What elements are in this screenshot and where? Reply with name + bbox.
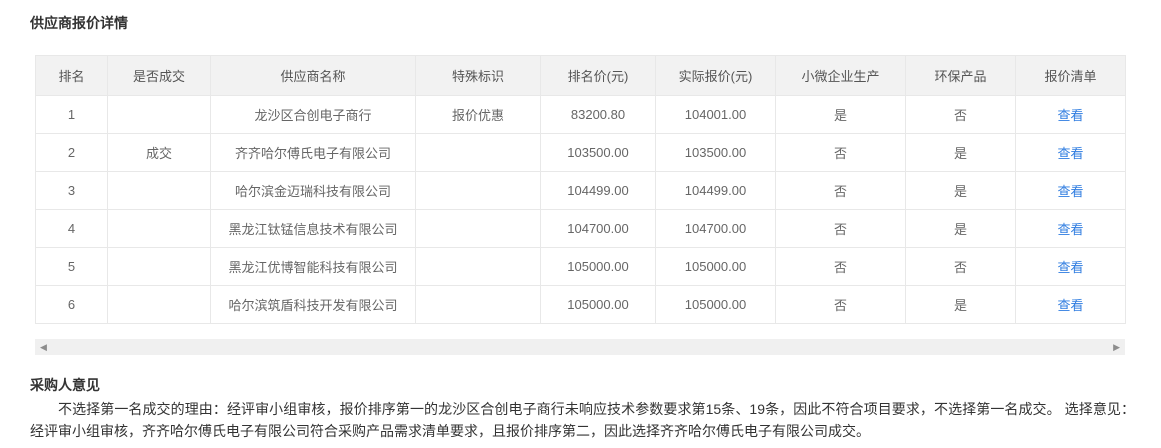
cell-eco: 是 [905,209,1016,248]
cell-deal [107,247,211,286]
view-quote-link[interactable]: 查看 [1057,146,1084,161]
cell-special [415,171,541,210]
view-quote-link[interactable]: 查看 [1057,108,1084,123]
cell-supplier: 哈尔滨金迈瑞科技有限公司 [210,171,416,210]
view-quote-link[interactable]: 查看 [1057,222,1084,237]
cell-actual-price: 105000.00 [655,285,776,324]
cell-rank-price: 104700.00 [540,209,656,248]
cell-eco: 是 [905,133,1016,172]
cell-supplier: 哈尔滨筑盾科技开发有限公司 [210,285,416,324]
cell-eco: 是 [905,171,1016,210]
table-row: 3 哈尔滨金迈瑞科技有限公司 104499.00 104499.00 否 是 查… [35,171,1126,210]
cell-rank: 2 [35,133,108,172]
column-header-rank: 排名 [35,55,108,96]
horizontal-scrollbar[interactable]: ◀ ▶ [35,339,1125,355]
cell-deal [107,171,211,210]
table-row: 6 哈尔滨筑盾科技开发有限公司 105000.00 105000.00 否 是 … [35,285,1126,324]
cell-deal [107,285,211,324]
opinion-section-title: 采购人意见 [30,377,100,393]
cell-special [415,209,541,248]
scroll-left-icon[interactable]: ◀ [40,342,47,352]
cell-deal [107,95,211,134]
cell-supplier: 龙沙区合创电子商行 [210,95,416,134]
cell-eco: 否 [905,95,1016,134]
view-quote-link[interactable]: 查看 [1057,184,1084,199]
cell-supplier: 齐齐哈尔傅氏电子有限公司 [210,133,416,172]
cell-supplier: 黑龙江优博智能科技有限公司 [210,247,416,286]
cell-view: 查看 [1015,171,1126,210]
cell-view: 查看 [1015,95,1126,134]
column-header-supplier: 供应商名称 [210,55,416,96]
column-header-actual-price: 实际报价(元) [655,55,776,96]
cell-small-micro: 否 [775,171,906,210]
column-header-small-micro: 小微企业生产 [775,55,906,96]
cell-view: 查看 [1015,285,1126,324]
cell-actual-price: 103500.00 [655,133,776,172]
cell-rank: 6 [35,285,108,324]
view-quote-link[interactable]: 查看 [1057,260,1084,275]
cell-eco: 是 [905,285,1016,324]
cell-actual-price: 104499.00 [655,171,776,210]
cell-small-micro: 是 [775,95,906,134]
cell-actual-price: 105000.00 [655,247,776,286]
cell-small-micro: 否 [775,133,906,172]
table-row: 4 黑龙江钛锰信息技术有限公司 104700.00 104700.00 否 是 … [35,209,1126,248]
cell-actual-price: 104001.00 [655,95,776,134]
cell-rank: 1 [35,95,108,134]
table-row: 1 龙沙区合创电子商行 报价优惠 83200.80 104001.00 是 否 … [35,95,1126,134]
column-header-rank-price: 排名价(元) [540,55,656,96]
quotes-section-title: 供应商报价详情 [30,15,128,31]
cell-rank: 4 [35,209,108,248]
table-header-row: 排名 是否成交 供应商名称 特殊标识 排名价(元) 实际报价(元) 小微企业生产… [35,55,1126,96]
cell-rank: 3 [35,171,108,210]
cell-view: 查看 [1015,133,1126,172]
column-header-deal: 是否成交 [107,55,211,96]
supplier-quote-table: 排名 是否成交 供应商名称 特殊标识 排名价(元) 实际报价(元) 小微企业生产… [35,55,1126,324]
column-header-special: 特殊标识 [415,55,541,96]
cell-special [415,247,541,286]
cell-rank: 5 [35,247,108,286]
cell-small-micro: 否 [775,209,906,248]
cell-small-micro: 否 [775,285,906,324]
cell-special [415,133,541,172]
cell-rank-price: 104499.00 [540,171,656,210]
cell-rank-price: 103500.00 [540,133,656,172]
supplier-quote-table-container: 排名 是否成交 供应商名称 特殊标识 排名价(元) 实际报价(元) 小微企业生产… [35,55,1126,324]
cell-special: 报价优惠 [415,95,541,134]
cell-small-micro: 否 [775,247,906,286]
cell-rank-price: 105000.00 [540,247,656,286]
purchaser-opinion-text: 不选择第一名成交的理由：经评审小组审核，报价排序第一的龙沙区合创电子商行未响应技… [30,401,1135,439]
cell-eco: 否 [905,247,1016,286]
cell-deal [107,209,211,248]
table-row: 2 成交 齐齐哈尔傅氏电子有限公司 103500.00 103500.00 否 … [35,133,1126,172]
column-header-view: 报价清单 [1015,55,1126,96]
cell-actual-price: 104700.00 [655,209,776,248]
cell-supplier: 黑龙江钛锰信息技术有限公司 [210,209,416,248]
cell-special [415,285,541,324]
table-row: 5 黑龙江优博智能科技有限公司 105000.00 105000.00 否 否 … [35,247,1126,286]
scroll-right-icon[interactable]: ▶ [1113,342,1120,352]
cell-view: 查看 [1015,247,1126,286]
cell-view: 查看 [1015,209,1126,248]
view-quote-link[interactable]: 查看 [1057,298,1084,313]
column-header-eco: 环保产品 [905,55,1016,96]
cell-rank-price: 83200.80 [540,95,656,134]
cell-deal: 成交 [107,133,211,172]
cell-rank-price: 105000.00 [540,285,656,324]
